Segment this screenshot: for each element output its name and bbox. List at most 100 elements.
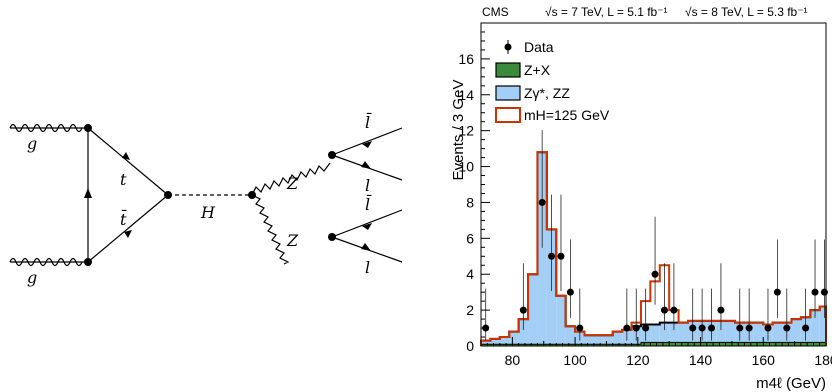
zx-bar <box>584 344 594 346</box>
y-tick-label: 4 <box>466 266 474 282</box>
label-higgs: H <box>200 203 216 222</box>
z-line-lower <box>251 194 290 265</box>
experiment-label: CMS <box>482 5 509 19</box>
data-point <box>651 270 659 278</box>
lepton-line-3 <box>331 209 403 238</box>
zx-bar <box>782 342 792 346</box>
data-point <box>698 324 706 332</box>
zx-bar <box>622 344 632 346</box>
gluon-line-top <box>9 123 88 133</box>
zx-bar <box>556 344 566 346</box>
zx-bar <box>735 342 745 346</box>
y-tick-label: 12 <box>458 123 474 139</box>
zz-bar <box>584 335 594 346</box>
label-z-lower: Z <box>286 231 299 250</box>
legend-signal-label: mH=125 GeV <box>524 107 610 123</box>
vertex-bottom-left <box>84 258 92 266</box>
legend-zz-label: Zγ*, ZZ <box>524 85 570 101</box>
z-line-upper <box>251 162 331 196</box>
lumi-8tev-label: √s = 8 TeV, L = 5.3 fb⁻¹ <box>685 5 808 19</box>
arrow-lep4 <box>361 243 371 251</box>
data-point <box>811 288 819 296</box>
zx-bar <box>669 342 679 346</box>
zx-bar <box>575 344 585 346</box>
data-point <box>632 324 640 332</box>
y-tick-label: 16 <box>458 51 474 67</box>
zx-bar <box>659 342 670 346</box>
zx-bar <box>509 344 519 346</box>
data-point <box>745 324 753 332</box>
zx-bar <box>537 344 547 346</box>
data-point <box>566 288 574 296</box>
zz-bar <box>772 322 783 346</box>
zx-bar <box>546 344 557 346</box>
data-point <box>660 306 668 314</box>
stack-layers <box>480 151 827 346</box>
label-gluon-bottom: g <box>27 268 37 287</box>
vertex-z-upper <box>328 151 336 159</box>
arrow-lep1 <box>362 141 372 148</box>
x-tick-label: 180 <box>814 352 832 368</box>
label-antilepton-lower: l̄ <box>365 193 372 214</box>
arrow-bottom <box>124 230 132 238</box>
label-gluon-top: g <box>27 134 37 153</box>
legend: Data Z+X Zγ*, ZZ mH=125 GeV <box>495 39 610 123</box>
x-axis-title: m4ℓ (GeV) <box>756 375 826 392</box>
zx-bar <box>678 342 688 346</box>
zx-bar <box>490 344 500 346</box>
data-point <box>538 198 546 206</box>
legend-data-label: Data <box>524 39 554 55</box>
y-tick-label: 2 <box>466 302 474 318</box>
zz-bar <box>753 322 764 346</box>
data-point <box>820 288 828 296</box>
zx-bar <box>499 344 510 346</box>
label-lepton-upper: l <box>365 176 370 195</box>
zz-bar <box>725 320 736 346</box>
signal-outline <box>480 151 827 346</box>
y-axis-title: Events / 3 GeV <box>450 80 467 181</box>
lumi-7tev-label: √s = 7 TeV, L = 5.1 fb⁻¹ <box>545 5 668 19</box>
data-point <box>548 252 556 260</box>
data-point <box>557 252 565 260</box>
legend-zx-label: Z+X <box>524 62 551 78</box>
zx-bar <box>763 342 773 346</box>
zx-bar <box>753 342 764 346</box>
arrow-left <box>84 188 92 198</box>
arrow-lep2 <box>361 161 371 169</box>
data-point <box>783 324 791 332</box>
data-points <box>482 130 828 341</box>
data-point <box>802 324 810 332</box>
zx-bar <box>810 342 820 346</box>
data-point <box>764 324 772 332</box>
data-point <box>736 324 744 332</box>
data-point <box>623 324 631 332</box>
data-point <box>482 324 490 332</box>
zx-bar <box>716 342 726 346</box>
x-tick-label: 160 <box>752 352 776 368</box>
label-lepton-lower: l <box>365 258 370 277</box>
zx-bar <box>565 344 576 346</box>
zx-bar <box>481 344 491 346</box>
arrow-top <box>122 152 130 160</box>
zx-bar <box>518 344 529 346</box>
zx-bar <box>688 342 698 346</box>
legend-signal-swatch <box>495 107 521 123</box>
zz-bar <box>603 335 613 346</box>
zz-bar <box>791 319 801 346</box>
zz-bar <box>612 331 623 346</box>
zz-bar <box>565 326 576 346</box>
data-point <box>576 324 584 332</box>
vertex-higgs-production <box>164 191 172 199</box>
data-point <box>773 288 781 296</box>
zx-bar <box>800 342 811 346</box>
vertex-higgs-decay <box>248 191 256 199</box>
lepton-line-1 <box>331 127 403 156</box>
zz-bar <box>593 335 604 346</box>
zz-bar <box>819 306 826 346</box>
y-tick-label: 14 <box>458 87 474 103</box>
legend-zz-swatch <box>495 85 521 101</box>
zz-bar <box>481 340 491 346</box>
axes: 80 100 120 140 160 180 0 2 4 6 8 10 12 14 16 <box>458 22 832 368</box>
zz-bar <box>669 322 679 346</box>
